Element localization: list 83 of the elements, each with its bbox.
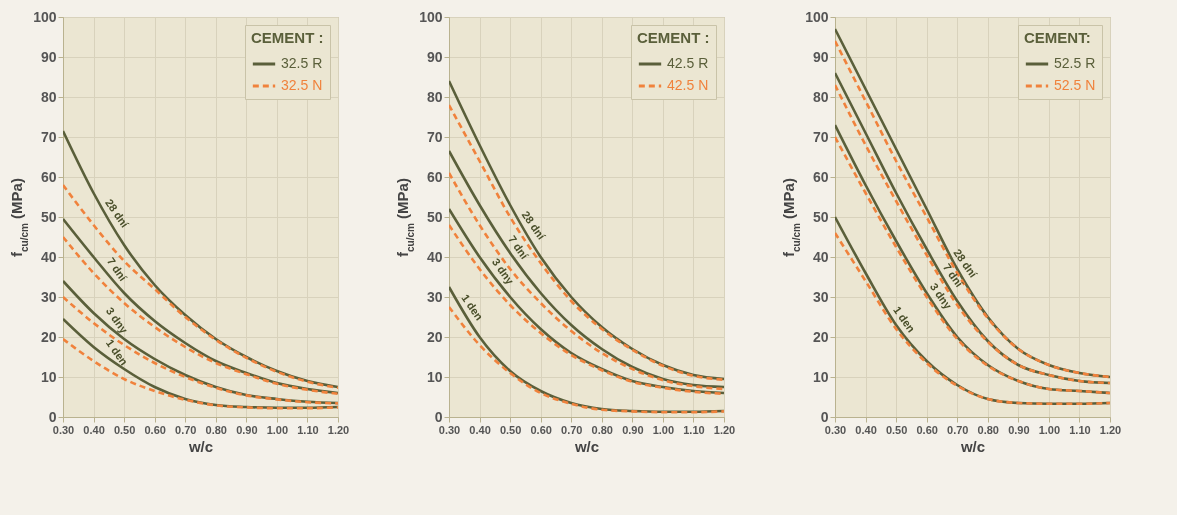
x-tick-label: 0.30	[438, 423, 461, 436]
y-tick-label: 80	[40, 88, 57, 105]
x-tick-label: 1.20	[1099, 423, 1122, 436]
x-tick-label: 1.00	[652, 423, 675, 436]
y-tick-label: 60	[426, 168, 443, 185]
x-axis-title: w/c	[959, 437, 986, 455]
x-tick-label: 0.50	[113, 423, 136, 436]
y-tick-label: 70	[812, 128, 829, 145]
x-tick-label: 1.10	[683, 423, 705, 436]
y-tick-label: 100	[419, 8, 443, 25]
y-tick-label: 90	[40, 48, 57, 65]
annotation: 1 den	[891, 304, 918, 335]
legend-label: 32.5 N	[281, 77, 323, 93]
x-tick-label: 0.30	[52, 423, 75, 436]
y-tick-label: 20	[812, 328, 829, 345]
x-tick-label: 1.00	[1038, 423, 1061, 436]
legend-label: 42.5 R	[667, 55, 709, 71]
legend-title: CEMENT :	[637, 29, 710, 46]
x-tick-label: 1.10	[1069, 423, 1091, 436]
x-tick-label: 0.60	[530, 423, 552, 436]
y-tick-label: 60	[40, 168, 57, 185]
y-tick-label: 10	[426, 368, 443, 385]
y-tick-label: 0	[820, 408, 829, 425]
legend-title: CEMENT:	[1024, 29, 1091, 46]
y-tick-label: 80	[426, 88, 443, 105]
x-axis-title: w/c	[573, 437, 600, 455]
x-tick-label: 0.90	[1008, 423, 1030, 436]
legend-label: 52.5 R	[1054, 55, 1096, 71]
annotation: 1 den	[459, 292, 486, 323]
legend-label: 32.5 R	[281, 55, 323, 71]
y-tick-label: 0	[48, 408, 57, 425]
x-tick-label: 0.70	[947, 423, 969, 436]
line-series	[449, 305, 724, 414]
legend-label: 42.5 N	[667, 77, 709, 93]
annotation: 1 den	[103, 337, 131, 368]
x-tick-label: 0.40	[83, 423, 105, 436]
x-tick-label: 0.90	[236, 423, 258, 436]
y-tick-label: 50	[40, 208, 57, 225]
x-tick-label: 1.20	[327, 423, 350, 436]
y-tick-label: 80	[812, 88, 829, 105]
y-tick-label: 50	[426, 208, 443, 225]
line-series	[63, 183, 338, 390]
y-tick-label: 10	[812, 368, 829, 385]
x-tick-label: 0.80	[977, 423, 999, 436]
y-tick-label: 70	[40, 128, 57, 145]
y-tick-label: 30	[812, 288, 829, 305]
legend-label: 52.5 N	[1054, 77, 1096, 93]
x-tick-label: 1.10	[297, 423, 319, 436]
x-tick-label: 1.00	[266, 423, 289, 436]
y-tick-label: 30	[40, 288, 57, 305]
x-tick-label: 0.80	[591, 423, 613, 436]
x-tick-label: 0.60	[144, 423, 166, 436]
y-tick-label: 60	[812, 168, 829, 185]
y-tick-label: 40	[426, 248, 443, 265]
x-tick-label: 0.90	[622, 423, 644, 436]
y-tick-label: 90	[812, 48, 829, 65]
annotation: 28 dní	[102, 196, 132, 231]
x-tick-label: 0.60	[916, 423, 938, 436]
y-tick-label: 0	[434, 408, 443, 425]
y-tick-label: 100	[805, 8, 829, 25]
y-tick-label: 40	[812, 248, 829, 265]
x-tick-label: 0.50	[885, 423, 908, 436]
y-tick-label: 90	[426, 48, 443, 65]
y-tick-label: 20	[426, 328, 443, 345]
x-tick-label: 0.70	[175, 423, 197, 436]
x-tick-label: 1.20	[713, 423, 736, 436]
y-tick-label: 10	[40, 368, 57, 385]
x-tick-label: 0.40	[469, 423, 491, 436]
x-axis-title: w/c	[187, 437, 214, 455]
x-tick-label: 0.50	[499, 423, 522, 436]
annotation: 3 dny	[103, 305, 131, 337]
y-tick-label: 70	[426, 128, 443, 145]
y-tick-label: 100	[33, 8, 57, 25]
x-tick-label: 0.30	[824, 423, 847, 436]
annotation: 7 dní	[104, 255, 130, 284]
x-tick-label: 0.40	[855, 423, 877, 436]
y-tick-label: 50	[812, 208, 829, 225]
x-tick-label: 0.80	[205, 423, 227, 436]
x-tick-label: 0.70	[561, 423, 583, 436]
legend-title: CEMENT :	[251, 29, 324, 46]
y-tick-label: 20	[40, 328, 57, 345]
y-tick-label: 30	[426, 288, 443, 305]
y-tick-label: 40	[40, 248, 57, 265]
